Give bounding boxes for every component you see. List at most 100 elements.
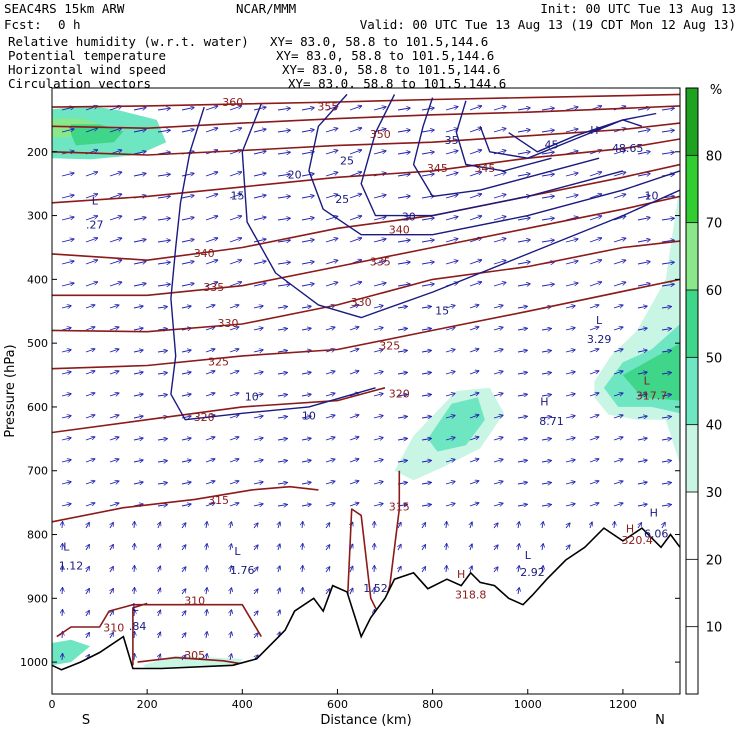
vector-436 (541, 461, 551, 462)
vector-125 (565, 195, 578, 199)
vector-209 (85, 282, 97, 287)
vector-286 (61, 350, 71, 352)
theta-contour-310-1 (56, 603, 262, 638)
vector-64 (349, 150, 361, 155)
vector-407 (469, 437, 479, 441)
vector-334 (589, 371, 599, 375)
vector-321 (277, 373, 287, 374)
vector-519 (662, 523, 665, 529)
vector-77 (661, 152, 674, 154)
vector-65 (373, 151, 386, 155)
vector-378 (397, 417, 407, 419)
field-xy-0: XY= 83.0, 58.8 to 101.5,144.6 (270, 34, 488, 49)
vector-204 (589, 260, 601, 265)
vector-391 (85, 437, 95, 441)
vector-484 (445, 504, 455, 507)
vector-562 (446, 566, 447, 573)
south-label: S (82, 713, 90, 728)
vector-284 (637, 328, 647, 330)
contour-label-37: .84 (129, 620, 147, 633)
vector-126 (589, 194, 601, 199)
vector-509 (422, 523, 425, 529)
init-time: Init: 00 UTC Tue 13 Aug 13 (540, 1, 736, 16)
vector-505 (326, 523, 330, 529)
vector-68 (445, 151, 458, 155)
vector-363 (661, 395, 671, 396)
x-axis-label: Distance (km) (320, 713, 411, 728)
vector-127 (613, 194, 625, 199)
vector-182 (61, 261, 74, 265)
vector-379 (421, 417, 431, 419)
vector-404 (397, 439, 407, 441)
vector-25 (661, 108, 674, 110)
vector-112 (253, 195, 266, 199)
vector-419 (133, 460, 143, 462)
vector-32 (205, 128, 217, 133)
vector-399 (277, 439, 287, 440)
vector-331 (517, 372, 527, 374)
vector-300 (397, 351, 407, 353)
contour-label-8: 335 (370, 255, 391, 268)
extremum-marker-9: L (132, 601, 139, 614)
vector-525 (181, 545, 186, 551)
vector-221 (373, 283, 386, 287)
contour-label-6: 340 (389, 223, 410, 236)
wind-speed-contours (170, 93, 680, 421)
extremum-marker-8: L (234, 545, 241, 558)
vector-305 (517, 350, 527, 352)
vector-540 (542, 544, 543, 551)
vector-228 (541, 284, 554, 286)
vector-376 (349, 415, 359, 419)
vector-485 (469, 503, 479, 507)
vector-478 (301, 504, 311, 506)
vector-444 (109, 481, 119, 484)
field-xy-3: XY= 83.0, 58.8 to 101.5,144.6 (288, 76, 506, 91)
vector-459 (469, 481, 479, 485)
vector-5 (181, 107, 194, 111)
vector-326 (397, 373, 407, 375)
vector-268 (253, 328, 263, 330)
vector-34 (253, 129, 266, 133)
vector-539 (518, 544, 519, 551)
vector-318 (205, 371, 215, 375)
vector-108 (157, 196, 170, 198)
vector-466 (637, 482, 647, 484)
vector-534 (398, 545, 401, 551)
vector-317 (181, 372, 191, 374)
vector-398 (253, 438, 263, 440)
vector-515 (565, 523, 570, 529)
speed-contour-30-4 (412, 97, 600, 198)
vector-491 (613, 503, 623, 506)
contour-label-42: 6.06 (644, 528, 669, 541)
vector-197 (421, 262, 434, 264)
vector-262 (109, 327, 119, 330)
vector-85 (229, 172, 241, 177)
vector-340 (109, 393, 119, 396)
vector-313 (85, 371, 95, 375)
vector-167 (325, 238, 337, 243)
vector-16 (445, 107, 458, 111)
colorbar-band-2 (686, 290, 698, 358)
vector-225 (469, 282, 481, 287)
vector-487 (517, 504, 527, 506)
vector-461 (517, 482, 527, 484)
vector-113 (277, 196, 290, 198)
vector-322 (301, 372, 311, 374)
vector-372 (253, 416, 263, 418)
theta-contour-345-10 (52, 138, 680, 204)
vector-88 (301, 174, 314, 176)
vector-375 (325, 415, 335, 418)
colorbar-tick-label-0: 10 (706, 621, 723, 636)
vector-43 (469, 128, 481, 133)
vector-29 (133, 130, 146, 133)
vector-276 (445, 328, 455, 331)
contour-label-28: 20 (288, 169, 302, 182)
vector-10 (301, 108, 314, 110)
field-xy-1: XY= 83.0, 58.8 to 101.5,144.6 (276, 48, 494, 63)
vector-328 (445, 372, 455, 375)
vector-168 (349, 238, 361, 243)
vector-583 (326, 589, 330, 595)
speed-contour-10-0 (170, 106, 376, 421)
y-tick-label-0: 200 (27, 146, 48, 159)
vector-172 (445, 239, 458, 243)
